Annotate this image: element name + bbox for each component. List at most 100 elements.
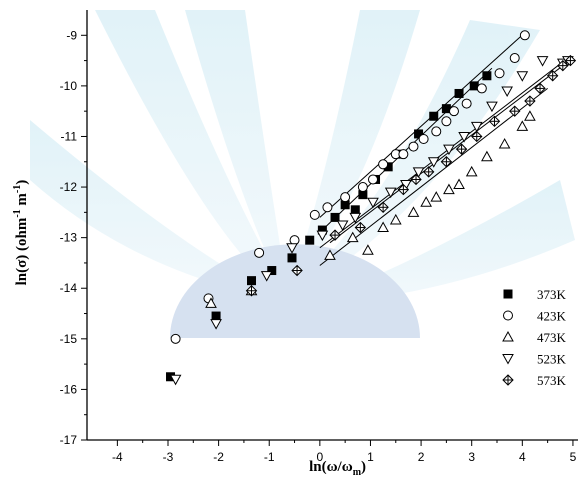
legend-marker-573k bbox=[502, 374, 514, 386]
data-point-423k bbox=[441, 116, 452, 127]
data-point-473k bbox=[453, 178, 465, 190]
legend-label-423k: 423K bbox=[537, 309, 567, 324]
data-point-523k bbox=[536, 56, 549, 67]
legend-label-373k: 373K bbox=[537, 287, 567, 302]
data-point-573k bbox=[329, 229, 341, 241]
watermark-ray-2 bbox=[185, 10, 282, 262]
data-point-473k bbox=[524, 110, 536, 121]
fit-line-523k bbox=[319, 57, 569, 249]
data-point-423k bbox=[494, 68, 505, 79]
data-point-523k bbox=[286, 243, 298, 254]
legend-label-573k: 573K bbox=[537, 373, 567, 388]
data-point-473k bbox=[205, 297, 217, 308]
y-tick-label: -11 bbox=[61, 129, 78, 143]
data-point-473k bbox=[346, 231, 359, 243]
y-tick-label: -17 bbox=[60, 433, 78, 447]
data-point-473k bbox=[420, 196, 432, 207]
data-point-473k bbox=[498, 138, 511, 149]
data-point-423k bbox=[509, 53, 520, 64]
data-point-473k bbox=[377, 221, 389, 233]
data-point-573k bbox=[546, 70, 559, 82]
watermark-ray-6 bbox=[338, 180, 575, 302]
data-point-523k bbox=[458, 131, 470, 143]
data-point-523k bbox=[412, 167, 425, 178]
data-point-573k bbox=[509, 105, 521, 117]
data-point-473k bbox=[362, 244, 374, 255]
data-point-373k bbox=[247, 276, 257, 286]
data-point-423k bbox=[378, 159, 389, 170]
data-point-423k bbox=[340, 192, 351, 203]
data-point-573k bbox=[354, 221, 367, 234]
data-point-423k bbox=[408, 141, 419, 152]
x-tick-label: -2 bbox=[213, 450, 224, 464]
data-point-523k bbox=[427, 157, 440, 168]
data-point-423k bbox=[431, 126, 442, 137]
x-tick-label: 1 bbox=[367, 450, 374, 464]
data-point-423k bbox=[519, 30, 530, 41]
data-point-573k bbox=[455, 143, 468, 155]
data-point-573k bbox=[410, 173, 422, 186]
data-point-473k bbox=[516, 120, 529, 131]
data-point-473k bbox=[407, 206, 420, 217]
legend-label-473k: 473K bbox=[537, 330, 567, 345]
data-point-573k bbox=[397, 183, 410, 196]
x-axis-title: ln(ω/ωm) bbox=[309, 459, 366, 478]
data-point-523k bbox=[260, 271, 273, 282]
data-point-373k bbox=[429, 111, 439, 121]
data-point-473k bbox=[389, 213, 402, 225]
data-point-523k bbox=[384, 187, 397, 199]
data-point-523k bbox=[367, 197, 379, 209]
x-tick-label: 4 bbox=[519, 450, 526, 464]
fit-line-423k bbox=[319, 32, 526, 218]
y-tick-label: -16 bbox=[60, 382, 78, 396]
data-point-423k bbox=[476, 83, 487, 94]
data-point-573k bbox=[564, 54, 577, 67]
data-point-423k bbox=[170, 333, 181, 344]
watermark-ray-1 bbox=[95, 10, 270, 270]
data-point-423k bbox=[398, 149, 409, 160]
data-point-373k bbox=[211, 311, 221, 321]
x-tick-label: 2 bbox=[418, 450, 425, 464]
data-point-373k bbox=[482, 71, 492, 81]
legend-marker-523k bbox=[502, 354, 514, 365]
data-point-373k bbox=[267, 266, 277, 276]
data-point-573k bbox=[422, 166, 435, 178]
x-tick-label: 0 bbox=[317, 450, 324, 464]
y-tick-label: -15 bbox=[60, 332, 78, 346]
data-point-423k bbox=[448, 106, 459, 117]
y-tick-label: -12 bbox=[60, 180, 78, 194]
data-point-423k bbox=[461, 98, 472, 109]
data-point-523k bbox=[316, 230, 329, 242]
data-point-523k bbox=[486, 101, 498, 113]
data-point-473k bbox=[430, 191, 443, 202]
x-tick-label: 5 bbox=[570, 450, 577, 464]
y-tick-label: -9 bbox=[66, 28, 77, 42]
legend-marker-373k bbox=[503, 289, 513, 299]
fit-line-373k bbox=[324, 67, 493, 228]
legend-label-523k: 523K bbox=[537, 352, 567, 367]
data-point-473k bbox=[481, 150, 493, 162]
data-point-573k bbox=[377, 201, 389, 214]
data-point-423k bbox=[309, 209, 320, 220]
data-point-423k bbox=[367, 174, 378, 185]
watermark-ray-5 bbox=[30, 120, 250, 292]
data-point-523k bbox=[501, 86, 513, 97]
data-point-573k bbox=[291, 264, 303, 277]
data-point-523k bbox=[470, 121, 483, 133]
data-point-523k bbox=[349, 212, 362, 224]
data-point-473k bbox=[465, 165, 478, 177]
watermark bbox=[30, 10, 575, 338]
data-point-373k bbox=[350, 205, 360, 215]
data-point-573k bbox=[488, 115, 501, 128]
x-tick-label: 3 bbox=[468, 450, 475, 464]
y-tick-label: -13 bbox=[60, 231, 78, 245]
data-point-423k bbox=[357, 182, 368, 193]
data-point-523k bbox=[443, 144, 455, 156]
data-point-573k bbox=[557, 59, 569, 72]
watermark-ray-3 bbox=[300, 10, 420, 262]
x-tick-label: -3 bbox=[163, 450, 174, 464]
watermark-dome bbox=[170, 244, 420, 338]
y-tick-label: -10 bbox=[60, 79, 78, 93]
